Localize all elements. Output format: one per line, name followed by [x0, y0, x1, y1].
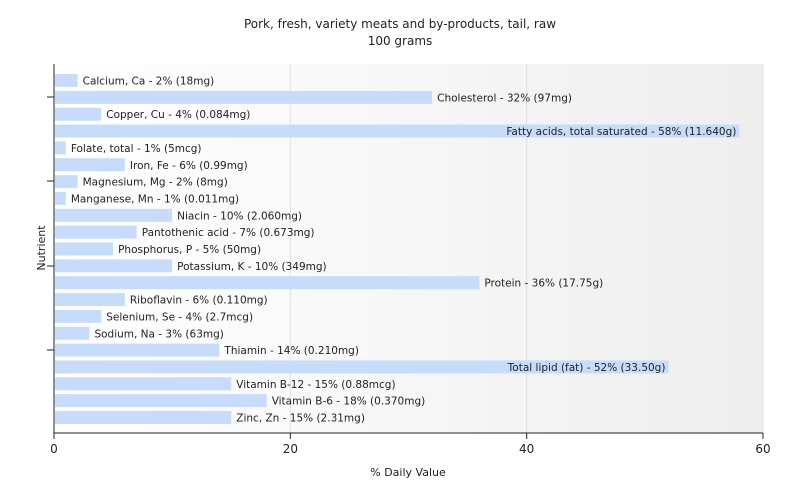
x-ticks: 0 20 40 60	[50, 433, 771, 456]
axes	[47, 64, 763, 434]
bar-data-label: Riboflavin - 6% (0.110mg)	[130, 295, 268, 307]
bar	[55, 343, 220, 357]
bar	[55, 158, 125, 172]
x-axis-title: % Daily Value	[370, 466, 446, 479]
bar-data-label: Zinc, Zn - 15% (2.31mg)	[236, 413, 365, 425]
bar-data-label: Selenium, Se - 4% (2.7mcg)	[106, 311, 253, 323]
bar-data-label: Potassium, K - 10% (349mg)	[177, 261, 327, 273]
bar-data-label: Folate, total - 1% (5mcg)	[71, 143, 202, 155]
bar	[55, 90, 433, 104]
y-axis-title: Nutrient	[35, 225, 48, 271]
bar	[55, 191, 66, 205]
x-tick-label: 0	[50, 442, 58, 456]
bar-data-label: Niacin - 10% (2.060mg)	[177, 210, 302, 222]
bar	[55, 326, 90, 340]
bar	[55, 411, 232, 424]
bar	[55, 175, 78, 189]
bar-labels: Calcium, Ca - 2% (18mg) Cholesterol - 32%…	[71, 76, 737, 425]
bar	[55, 107, 102, 121]
bar	[55, 377, 232, 391]
bar-data-label: Phosphorus, P - 5% (50mg)	[118, 244, 261, 256]
x-tick-label: 60	[755, 442, 770, 456]
bar-data-label: Thiamin - 14% (0.210mg)	[223, 345, 359, 357]
chart-subtitle: 100 grams	[368, 34, 433, 48]
bar	[55, 208, 173, 222]
bar-data-label: Calcium, Ca - 2% (18mg)	[83, 76, 215, 88]
bar-data-label: Cholesterol - 32% (97mg)	[437, 92, 572, 104]
bar	[55, 141, 66, 155]
bar-data-label: Manganese, Mn - 1% (0.011mg)	[71, 193, 239, 205]
x-tick-label: 40	[519, 442, 534, 456]
bar-data-label: Copper, Cu - 4% (0.084mg)	[106, 109, 250, 121]
bar-data-label: Magnesium, Mg - 2% (8mg)	[83, 177, 228, 189]
bar	[55, 259, 173, 273]
bar	[55, 124, 740, 138]
bar	[55, 293, 125, 307]
bar-data-label: Protein - 36% (17.75g)	[484, 278, 603, 290]
chart-title: Pork, fresh, variety meats and by-produc…	[244, 17, 556, 31]
bar-data-label: Sodium, Na - 3% (63mg)	[94, 328, 223, 340]
bar	[55, 225, 137, 239]
bar-data-label: Fatty acids, total saturated - 58% (11.6…	[506, 126, 736, 138]
bar	[55, 242, 114, 256]
bar-data-label: Pantothenic acid - 7% (0.673mg)	[142, 227, 315, 239]
bar-data-label: Iron, Fe - 6% (0.99mg)	[130, 160, 248, 172]
bar	[55, 394, 267, 408]
bars	[55, 74, 740, 424]
x-tick-label: 20	[283, 442, 298, 456]
bar-data-label: Vitamin B-12 - 15% (0.88mcg)	[236, 379, 395, 391]
bar	[55, 276, 480, 290]
bar-data-label: Vitamin B-6 - 18% (0.370mg)	[272, 396, 426, 408]
bar-data-label: Total lipid (fat) - 52% (33.50g)	[507, 362, 666, 374]
bar	[55, 74, 78, 87]
bar	[55, 309, 102, 323]
bar	[55, 360, 669, 374]
